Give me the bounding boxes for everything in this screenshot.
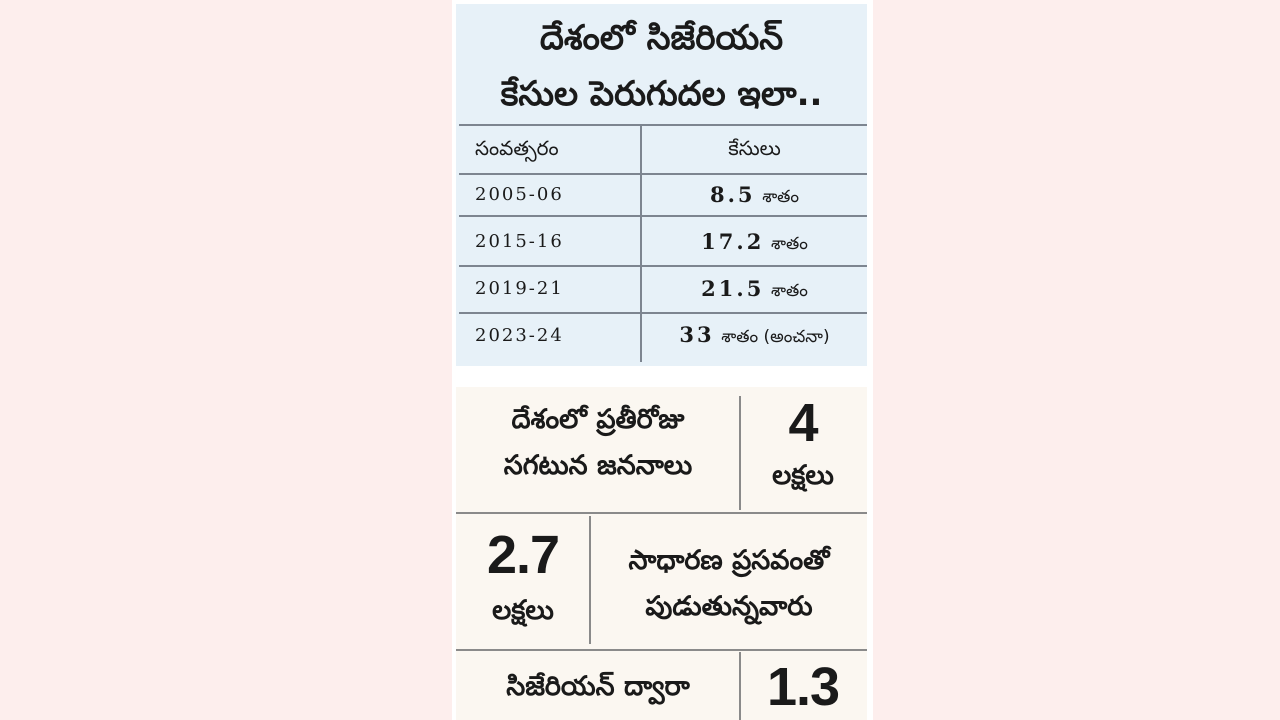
fact-1-number: 4 <box>788 393 818 453</box>
table-panel <box>456 4 867 366</box>
fact-2-line-2: పుడుతున్నవారు <box>645 591 813 622</box>
fact-2-number: 2.7 <box>486 525 560 585</box>
table-column-divider <box>640 124 642 362</box>
table-divider <box>459 215 867 217</box>
table-divider <box>459 124 867 126</box>
table-row-year: 2019-21 <box>475 278 564 299</box>
fact-2-text: సాధారణ ప్రసవంతో పుడుతున్నవారు <box>591 538 867 630</box>
table-row-value: 8.5 శాతం <box>642 182 867 211</box>
table-row-year: 2015-16 <box>475 231 564 252</box>
table-header-year: సంవత్సరం <box>475 136 559 160</box>
title-line-2: కేసుల పెరుగుదల ఇలా.. <box>500 74 823 114</box>
fact-2-number-unit: లక్షలు <box>492 595 554 626</box>
value-unit: శాతం (అంచనా) <box>721 327 830 347</box>
fact-divider <box>739 396 741 510</box>
value-number: 33 <box>679 322 715 347</box>
fact-1-text: దేశంలో ప్రతీరోజు సగటున జననాలు <box>458 397 738 489</box>
table-divider <box>459 173 867 175</box>
value-number: 8.5 <box>709 182 756 207</box>
value-number: 17.2 <box>701 229 765 254</box>
title-line-1: దేశంలో సిజేరియన్ <box>539 18 784 58</box>
fact-1-line-2: సగటున జననాలు <box>503 450 693 481</box>
fact-3-number: 1.3 <box>766 657 840 717</box>
fact-2-line-1: సాధారణ ప్రసవంతో <box>628 545 830 576</box>
value-number: 21.5 <box>701 276 765 301</box>
value-unit: శాతం <box>762 187 800 207</box>
table-row-value: 21.5 శాతం <box>642 276 867 305</box>
value-unit: శాతం <box>771 234 808 254</box>
fact-divider <box>739 652 741 720</box>
table-divider <box>459 265 867 267</box>
table-row-year: 2023-24 <box>475 325 564 346</box>
fact-divider <box>589 516 591 644</box>
table-row-year: 2005-06 <box>475 184 564 205</box>
fact-1-line-1: దేశంలో ప్రతీరోజు <box>511 404 685 435</box>
table-row-value: 33 శాతం (అంచనా) <box>642 322 867 351</box>
fact-3-text: సిజేరియన్ ద్వారా <box>506 671 690 702</box>
fact-1-number-unit: లక్షలు <box>772 460 834 491</box>
panel-title: దేశంలో సిజేరియన్ కేసుల పెరుగుదల ఇలా.. <box>456 10 867 122</box>
value-unit: శాతం <box>771 281 808 301</box>
facts-panel <box>456 387 867 720</box>
table-divider <box>459 312 867 314</box>
fact-separator <box>456 512 867 514</box>
table-row-value: 17.2 శాతం <box>642 229 867 258</box>
fact-separator <box>456 649 867 651</box>
table-header-cases: కేసులు <box>728 136 781 160</box>
